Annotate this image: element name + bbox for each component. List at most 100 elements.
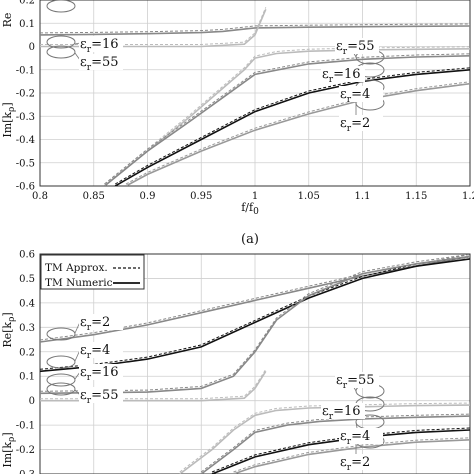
series-line-numeric (40, 370, 267, 402)
series-line-numeric (40, 255, 470, 395)
epsilon-annotation: εr=2 (340, 455, 370, 473)
epsilon-annotation: εr=16 (80, 365, 119, 383)
y-axis-label-imag: Im[kρ] (1, 432, 17, 467)
series-line-approx (114, 67, 470, 185)
series-line-approx (104, 53, 470, 185)
y-tick-label: 0 (29, 42, 35, 53)
x-tick-label: 0.9 (140, 191, 156, 202)
y-tick-label: -0.2 (16, 445, 35, 456)
series-line-numeric (40, 25, 470, 36)
x-tick-label: 1.2 (462, 191, 474, 202)
annotation-bg (339, 454, 383, 470)
series-line-numeric (125, 82, 470, 186)
series-line-numeric (103, 48, 470, 186)
epsilon-annotation: εr=55 (80, 55, 119, 73)
y-axis-label-imag: Im[kρ] (1, 102, 17, 137)
annotation-bg (79, 364, 123, 380)
epsilon-annotation: εr=16 (322, 67, 361, 85)
y-tick-label: 0 (29, 396, 35, 407)
series-line-numeric (40, 258, 470, 373)
y-tick-label: 0.1 (19, 19, 35, 30)
legend-label: TM Numeric (45, 277, 113, 289)
series-line-numeric (200, 415, 470, 474)
annotation-bg (339, 86, 383, 102)
annotation-bg (335, 372, 379, 388)
annotation-bg (79, 36, 123, 52)
y-axis-label-real: Re[kρ] (1, 312, 17, 347)
y-tick-label: -0.2 (16, 89, 35, 100)
y-tick-label: 0.3 (19, 323, 35, 334)
series-line-approx (40, 369, 267, 400)
epsilon-annotation: εr=16 (80, 37, 119, 55)
annotation-ellipse (46, 373, 76, 387)
y-tick-label: -0.1 (16, 421, 35, 432)
annotation-bg (335, 38, 379, 54)
series-line-numeric (103, 55, 470, 186)
series-line-approx (40, 256, 470, 370)
x-tick-label: 1.1 (355, 191, 371, 202)
y-tick-label: -0.6 (16, 182, 35, 193)
annotation-ellipse (46, 355, 76, 369)
y-tick-label: -0.5 (16, 158, 35, 169)
annotation-ellipse (46, 382, 76, 396)
annotation-bg (79, 342, 123, 358)
annotation-ellipse (46, 0, 76, 13)
x-tick-label: 1 (252, 191, 258, 202)
panel-b: 0.6 0.5 0.4 0.3 0.2 0.1 0 -0.1 -0.2 -0.3 εr=2 εr=4 ε… (1, 250, 471, 474)
annotation-bg (79, 314, 123, 330)
annotation-bg (339, 428, 383, 444)
y-tick-label: -0.1 (16, 65, 35, 76)
x-tick-label: 0.8 (32, 191, 48, 202)
x-tick-label: 1.15 (405, 191, 427, 202)
x-axis-label: f/f0 (241, 201, 259, 217)
annotation-bg (321, 66, 365, 82)
annotation-bg (339, 115, 383, 131)
epsilon-annotation: εr=16 (322, 404, 361, 422)
series-line-approx (200, 413, 470, 473)
epsilon-annotation: εr=55 (80, 388, 119, 406)
series-line-numeric (211, 429, 470, 474)
y-tick-label: 0.2 (19, 347, 35, 358)
series-line-approx (40, 7, 267, 45)
annotation-ellipse (46, 35, 76, 49)
annotation-ellipse (46, 327, 76, 341)
epsilon-annotation: εr=4 (80, 343, 110, 361)
series-line-approx (104, 46, 470, 185)
plot-frame (39, 253, 471, 474)
annotation-bg (321, 403, 365, 419)
epsilon-annotation: εr=4 (340, 429, 370, 447)
y-tick-label: 0.5 (19, 274, 35, 285)
series-line-numeric (233, 439, 470, 474)
legend: TM Approx. TM Numeric (40, 254, 145, 290)
panel-a-caption: (a) (241, 232, 259, 247)
y-tick-label: -0.3 (16, 112, 35, 123)
y-tick-label: 0.1 (19, 372, 35, 383)
x-tick-label: 0.95 (190, 191, 212, 202)
epsilon-annotation: εr=55 (336, 373, 375, 391)
epsilon-annotation: εr=2 (340, 116, 370, 134)
series-line-approx (40, 254, 470, 392)
series-line-numeric (114, 69, 470, 186)
epsilon-annotation: εr=2 (80, 315, 110, 333)
epsilon-annotation: εr=4 (340, 87, 370, 105)
series-line-approx (179, 402, 470, 473)
x-tick-label: 0.85 (83, 191, 105, 202)
y-tick-label: 0.6 (19, 250, 35, 261)
annotation-ellipse (46, 45, 76, 59)
annotation-bg (79, 54, 123, 70)
y-axis-label-real: Re (1, 13, 14, 28)
series-line-numeric (40, 8, 267, 48)
y-tick-label: 0.4 (19, 298, 35, 309)
plot-frame (39, 0, 471, 187)
epsilon-annotation: εr=55 (336, 39, 375, 57)
series-line-numeric (179, 404, 470, 474)
y-tick-label: 0.2 (19, 0, 35, 7)
series-line-approx (40, 23, 470, 34)
annotation-bg (79, 387, 123, 403)
x-tick-label: 1.05 (298, 191, 320, 202)
panel-a: 0.2 0.1 0 -0.1 -0.2 -0.3 -0.4 -0.5 -0.60.8 0.85 0.… (1, 0, 474, 202)
legend-label: TM Approx. (45, 262, 108, 274)
series-line-approx (125, 81, 470, 185)
y-tick-label: -0.4 (16, 135, 35, 146)
